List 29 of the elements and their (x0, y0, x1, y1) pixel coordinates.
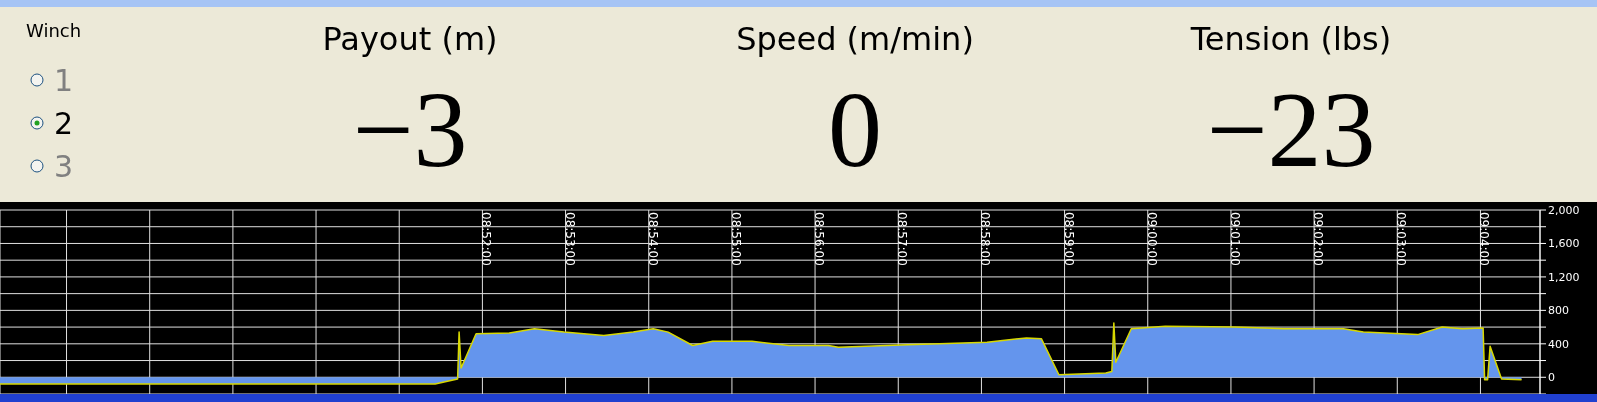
y-tick-label: 1,600 (1548, 237, 1580, 251)
y-tick-label: 1,200 (1548, 270, 1580, 284)
x-tick-label: 08:58:00 (978, 212, 993, 266)
y-tick-label: 400 (1548, 337, 1569, 351)
x-tick-label: 08:52:00 (479, 212, 494, 266)
x-tick-label: 08:55:00 (728, 212, 743, 266)
x-tick-label: 09:02:00 (1311, 212, 1326, 266)
text: 0 (827, 70, 883, 190)
x-tick-label: 08:56:00 (812, 212, 827, 266)
x-tick-label: 08:53:00 (562, 212, 577, 266)
text: −23 (1205, 70, 1377, 190)
text: −3 (351, 70, 469, 190)
y-tick-label: 2,000 (1548, 203, 1580, 217)
y-tick-label: 0 (1548, 371, 1555, 385)
x-tick-label: 09:04:00 (1477, 212, 1492, 266)
text: Payout (m) (321, 20, 499, 58)
text: Tension (lbs) (1189, 20, 1393, 58)
y-tick-label: 800 (1548, 304, 1569, 318)
x-tick-label: 09:03:00 (1394, 212, 1409, 266)
category-label: 2 (54, 105, 74, 141)
x-tick-label: 08:57:00 (895, 212, 910, 266)
x-tick-label: 08:59:00 (1061, 212, 1076, 266)
category-label: 3 (54, 148, 74, 184)
x-tick-label: 09:01:00 (1227, 212, 1242, 266)
category-label: 1 (54, 62, 74, 98)
x-tick-label: 08:54:00 (645, 212, 660, 266)
x-tick-label: 09:00:00 (1144, 212, 1159, 266)
text: Speed (m/min) (735, 20, 975, 58)
text: Winch (26, 20, 82, 41)
